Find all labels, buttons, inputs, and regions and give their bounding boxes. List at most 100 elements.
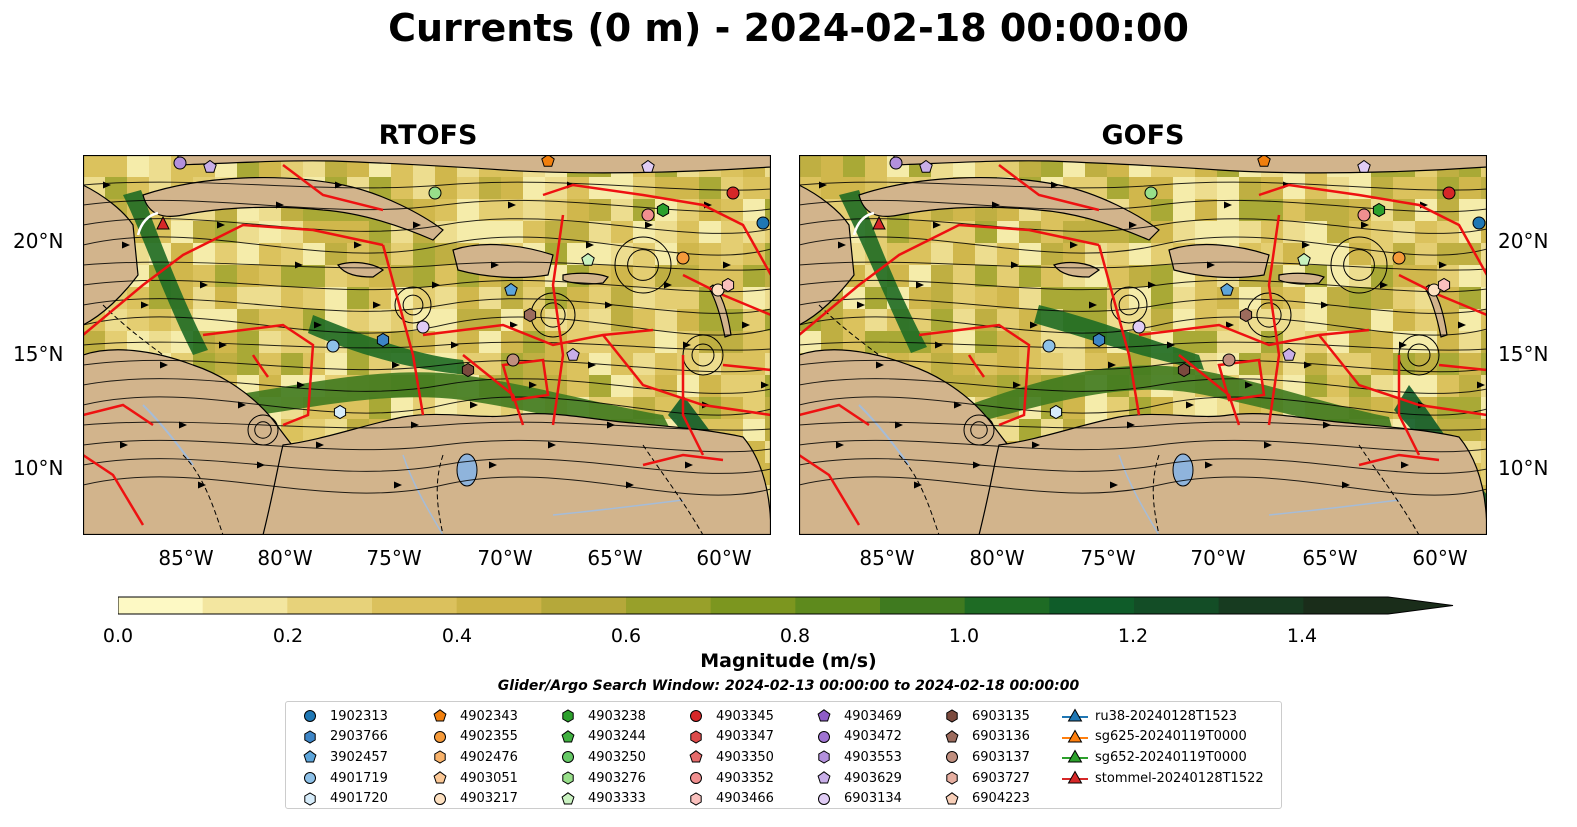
eddy-streamline bbox=[1343, 249, 1375, 281]
streamline-arrow bbox=[160, 361, 168, 369]
legend-column: 1902313 2903766 3902457 4901719 4901720 bbox=[296, 706, 388, 809]
magnitude-cell bbox=[501, 221, 523, 243]
hexagon-marker-icon bbox=[690, 792, 702, 806]
magnitude-cell bbox=[1019, 287, 1041, 309]
eez-boundary bbox=[1178, 354, 1241, 426]
magnitude-cell bbox=[1371, 287, 1393, 309]
magnitude-cell bbox=[369, 309, 391, 331]
magnitude-cell bbox=[1173, 177, 1195, 199]
streamline bbox=[799, 199, 1487, 213]
magnitude-cell bbox=[259, 353, 281, 375]
magnitude-cell bbox=[325, 287, 347, 309]
magnitude-cell bbox=[1129, 287, 1151, 309]
triangle-line-marker-icon bbox=[1062, 770, 1088, 784]
magnitude-cell bbox=[567, 331, 589, 353]
streamline-arrow bbox=[1070, 241, 1078, 249]
magnitude-cell bbox=[743, 287, 765, 309]
hexagon-marker-icon bbox=[818, 750, 830, 765]
eez-boundary bbox=[83, 223, 384, 336]
streamline-arrow bbox=[819, 181, 827, 189]
magnitude-cell bbox=[821, 331, 843, 353]
magnitude-cell bbox=[909, 243, 931, 265]
hexagon-marker-icon bbox=[946, 771, 958, 785]
eez-boundary bbox=[1318, 334, 1487, 417]
magnitude-cell bbox=[303, 287, 325, 309]
streamline-arrow bbox=[1186, 401, 1194, 409]
magnitude-cell bbox=[391, 243, 413, 265]
river bbox=[552, 499, 684, 516]
magnitude-cell bbox=[193, 221, 215, 243]
streamline bbox=[83, 378, 771, 394]
magnitude-cell bbox=[215, 287, 237, 309]
magnitude-cell bbox=[765, 221, 771, 243]
legend-entry-label: 4902476 bbox=[460, 749, 518, 765]
legend-entry-label: 6903134 bbox=[844, 791, 902, 807]
streamline bbox=[83, 181, 771, 191]
magnitude-cell bbox=[997, 265, 1019, 287]
magnitude-cell bbox=[105, 309, 127, 331]
magnitude-cell bbox=[1151, 397, 1173, 419]
streamline-arrow bbox=[1167, 341, 1175, 349]
legend-entry-label: 4902343 bbox=[460, 708, 518, 724]
magnitude-cell bbox=[479, 177, 501, 199]
streamline-arrow bbox=[895, 421, 903, 429]
magnitude-cell bbox=[1129, 397, 1151, 419]
eez-boundary bbox=[681, 355, 705, 456]
magnitude-cell bbox=[259, 287, 281, 309]
eez-boundary bbox=[799, 403, 870, 427]
circle-marker-icon bbox=[818, 792, 830, 805]
country-border bbox=[818, 304, 880, 356]
eez-boundary bbox=[551, 214, 565, 426]
magnitude-cell bbox=[721, 353, 743, 375]
magnitude-cell bbox=[931, 243, 953, 265]
legend-entry: 4903629 bbox=[810, 768, 902, 789]
magnitude-cell bbox=[1019, 419, 1041, 441]
magnitude-cell bbox=[931, 265, 953, 287]
legend-entry: 4902476 bbox=[426, 747, 518, 768]
land-jamaica bbox=[1053, 261, 1101, 278]
circle-marker-icon bbox=[304, 710, 316, 723]
eez-boundary bbox=[462, 354, 525, 426]
legend-entry-label: 4903629 bbox=[844, 770, 902, 786]
magnitude-cell bbox=[975, 221, 997, 243]
streamline-arrow bbox=[413, 221, 421, 229]
streamline-arrow bbox=[1245, 381, 1253, 389]
streamline-arrow bbox=[914, 481, 922, 489]
streamline bbox=[799, 359, 1487, 373]
magnitude-cell bbox=[369, 397, 391, 419]
magnitude-cell bbox=[997, 287, 1019, 309]
magnitude-cell bbox=[435, 199, 457, 221]
eez-boundary bbox=[998, 164, 1100, 212]
magnitude-cell bbox=[457, 199, 479, 221]
streamline-arrow bbox=[1458, 321, 1466, 329]
streamline-arrow bbox=[489, 461, 497, 469]
eez-boundary bbox=[501, 358, 550, 402]
eez-boundary bbox=[381, 244, 425, 416]
lon-tick-rtofs-70: 70°W bbox=[477, 546, 533, 570]
pentagon-marker-icon bbox=[689, 750, 703, 763]
streamline-arrow bbox=[723, 261, 731, 269]
magnitude-cell bbox=[1327, 177, 1349, 199]
magnitude-cell bbox=[325, 353, 347, 375]
legend-entry: 4903051 bbox=[426, 768, 518, 789]
float-marker bbox=[203, 159, 217, 173]
legend-entry-label: 4903350 bbox=[716, 749, 774, 765]
float-marker bbox=[726, 186, 740, 200]
magnitude-cell bbox=[909, 287, 931, 309]
magnitude-cell bbox=[589, 199, 611, 221]
hexagon-marker-icon bbox=[304, 730, 316, 744]
strong-current-band bbox=[233, 372, 673, 435]
eddy-streamline bbox=[394, 286, 432, 324]
colorbar-extend-arrow bbox=[1388, 597, 1453, 614]
magnitude-cell bbox=[765, 243, 771, 265]
magnitude-cell bbox=[369, 287, 391, 309]
magnitude-cell bbox=[975, 287, 997, 309]
magnitude-cell bbox=[655, 287, 677, 309]
legend-entry: 4903553 bbox=[810, 747, 902, 768]
magnitude-cell bbox=[1327, 287, 1349, 309]
streamline-arrow bbox=[122, 241, 130, 249]
eez-boundary bbox=[967, 354, 986, 378]
magnitude-cell bbox=[127, 155, 149, 177]
magnitude-cell bbox=[611, 221, 633, 243]
magnitude-cell bbox=[303, 353, 325, 375]
